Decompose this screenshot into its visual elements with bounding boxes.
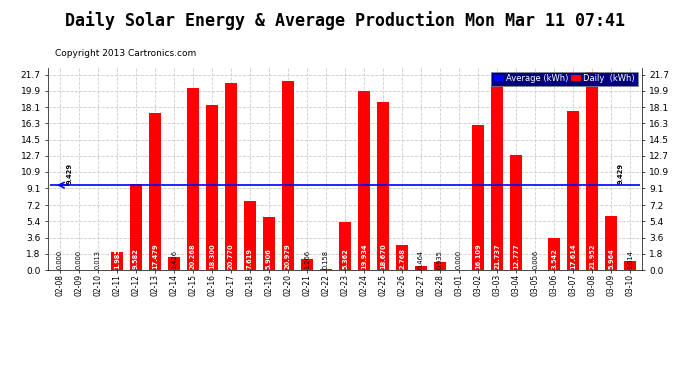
Bar — [434, 262, 446, 270]
Text: 9.429: 9.429 — [66, 163, 72, 184]
Text: 9.582: 9.582 — [132, 248, 139, 269]
Bar — [377, 102, 389, 270]
Bar — [168, 257, 180, 270]
Text: 0.935: 0.935 — [437, 251, 443, 269]
Text: 18.670: 18.670 — [380, 244, 386, 269]
Text: 0.000: 0.000 — [456, 250, 462, 269]
Bar — [130, 184, 142, 270]
Text: 18.300: 18.300 — [209, 244, 215, 269]
Text: 19.934: 19.934 — [361, 244, 367, 269]
Text: 1.985: 1.985 — [114, 248, 120, 269]
Text: 0.006: 0.006 — [532, 250, 538, 269]
Bar — [415, 266, 427, 270]
Text: 0.000: 0.000 — [76, 250, 81, 269]
Text: 0.000: 0.000 — [57, 250, 63, 269]
Text: 3.542: 3.542 — [551, 248, 558, 269]
Text: 21.952: 21.952 — [589, 244, 595, 269]
Bar — [472, 125, 484, 270]
Text: 20.979: 20.979 — [285, 244, 291, 269]
Bar — [263, 217, 275, 270]
Text: Daily Solar Energy & Average Production Mon Mar 11 07:41: Daily Solar Energy & Average Production … — [65, 11, 625, 30]
Legend: Average (kWh), Daily  (kWh): Average (kWh), Daily (kWh) — [491, 72, 638, 86]
Text: 5.906: 5.906 — [266, 248, 272, 269]
Text: 1.014: 1.014 — [627, 251, 633, 269]
Bar — [244, 201, 256, 270]
Text: 0.464: 0.464 — [418, 250, 424, 269]
Bar — [396, 245, 408, 270]
Bar — [339, 222, 351, 270]
Bar — [110, 252, 123, 270]
Bar — [206, 105, 218, 270]
Text: 21.737: 21.737 — [494, 244, 500, 269]
Bar — [491, 74, 503, 270]
Bar — [586, 72, 598, 270]
Text: 17.479: 17.479 — [152, 244, 158, 269]
Text: 20.268: 20.268 — [190, 244, 196, 269]
Text: 20.770: 20.770 — [228, 244, 234, 269]
Text: 9.429: 9.429 — [618, 163, 624, 184]
Text: 7.619: 7.619 — [247, 248, 253, 269]
Text: 0.013: 0.013 — [95, 251, 101, 269]
Text: 2.768: 2.768 — [399, 248, 405, 269]
Bar — [187, 88, 199, 270]
Text: 17.614: 17.614 — [570, 244, 576, 269]
Text: 1.266: 1.266 — [304, 250, 310, 269]
Bar — [148, 113, 161, 270]
Bar — [358, 91, 371, 270]
Text: 1.426: 1.426 — [171, 250, 177, 269]
Bar — [548, 238, 560, 270]
Bar — [282, 81, 294, 270]
Bar — [225, 83, 237, 270]
Text: 5.362: 5.362 — [342, 248, 348, 269]
Text: 5.964: 5.964 — [609, 248, 614, 269]
Bar — [605, 216, 618, 270]
Text: 16.109: 16.109 — [475, 244, 481, 269]
Text: Copyright 2013 Cartronics.com: Copyright 2013 Cartronics.com — [55, 49, 197, 58]
Bar — [510, 155, 522, 270]
Text: 0.158: 0.158 — [323, 250, 329, 269]
Bar — [567, 111, 580, 270]
Bar — [624, 261, 636, 270]
Bar — [301, 259, 313, 270]
Text: 12.777: 12.777 — [513, 244, 519, 269]
Bar — [319, 268, 332, 270]
